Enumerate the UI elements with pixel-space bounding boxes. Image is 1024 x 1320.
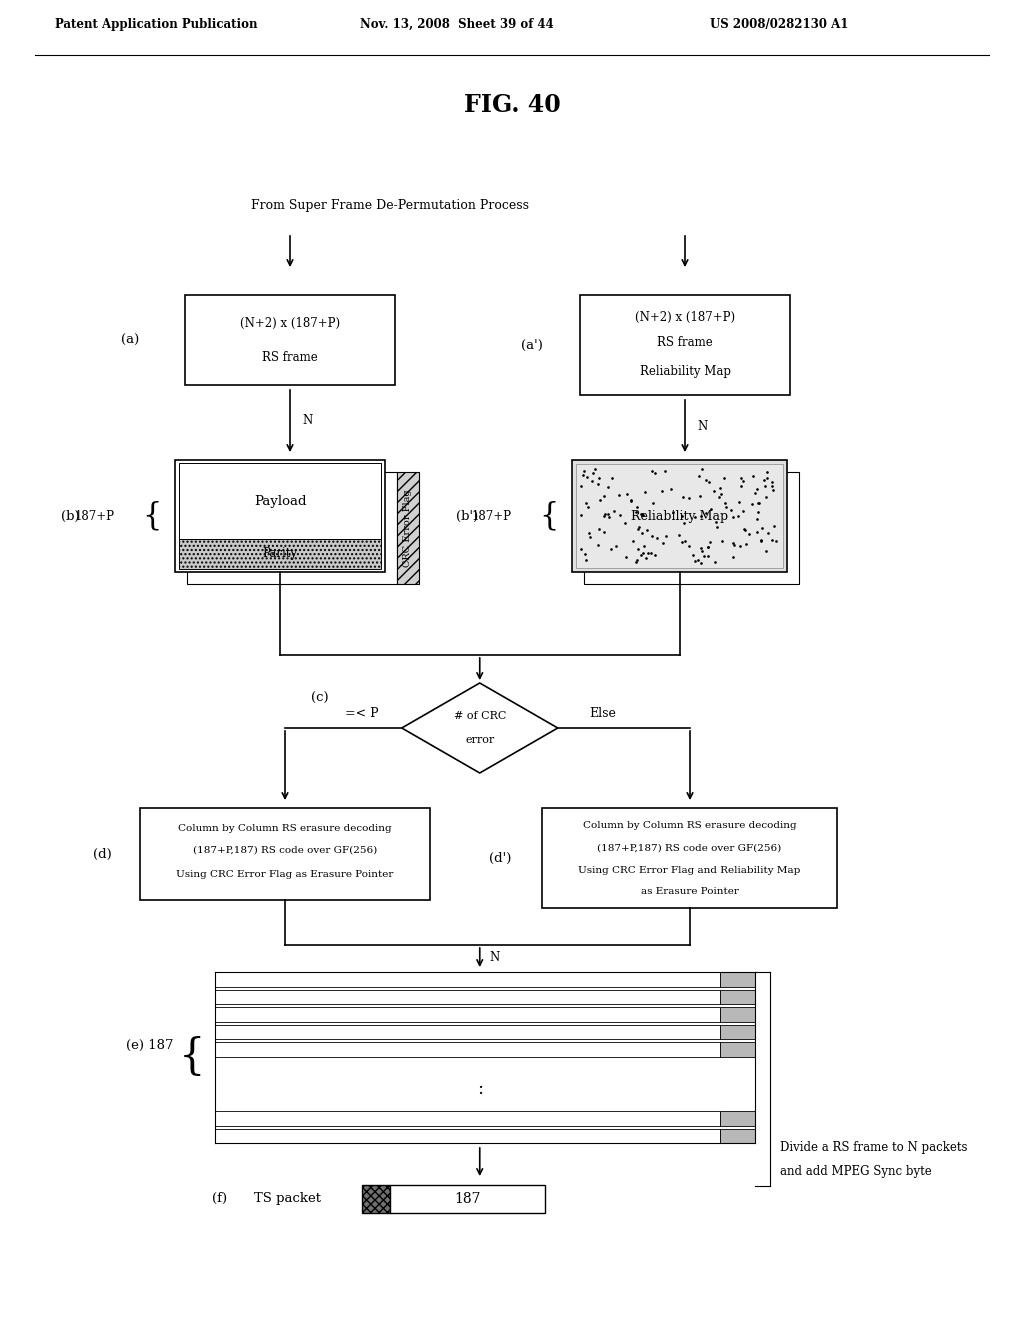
Text: Nov. 13, 2008  Sheet 39 of 44: Nov. 13, 2008 Sheet 39 of 44 — [360, 18, 554, 30]
Text: 187+P: 187+P — [472, 510, 512, 523]
Text: US 2008/0282130 A1: US 2008/0282130 A1 — [710, 18, 848, 30]
Text: Else: Else — [590, 706, 616, 719]
FancyBboxPatch shape — [215, 972, 720, 986]
FancyBboxPatch shape — [720, 990, 755, 1005]
Text: Parity: Parity — [262, 548, 298, 561]
Text: From Super Frame De-Permutation Process: From Super Frame De-Permutation Process — [251, 198, 529, 211]
FancyBboxPatch shape — [215, 1024, 720, 1039]
Text: {: { — [540, 500, 559, 532]
FancyBboxPatch shape — [720, 1007, 755, 1022]
Text: RS frame: RS frame — [262, 351, 317, 363]
Text: 187+P: 187+P — [75, 510, 115, 523]
Text: and add MPEG Sync byte: and add MPEG Sync byte — [780, 1164, 932, 1177]
Text: :: : — [477, 1080, 482, 1098]
Text: TS packet: TS packet — [255, 1192, 322, 1205]
Text: (d'): (d') — [488, 851, 511, 865]
Text: Divide a RS frame to N packets: Divide a RS frame to N packets — [780, 1140, 968, 1154]
Text: (N+2) x (187+P): (N+2) x (187+P) — [635, 310, 735, 323]
Text: Using CRC Error Flag and Reliability Map: Using CRC Error Flag and Reliability Map — [579, 866, 801, 875]
Text: Column by Column RS erasure decoding: Column by Column RS erasure decoding — [178, 824, 392, 833]
FancyBboxPatch shape — [720, 1111, 755, 1126]
Text: (a'): (a') — [521, 338, 543, 351]
Text: (b'): (b') — [456, 510, 478, 523]
Text: (e) 187: (e) 187 — [126, 1039, 174, 1052]
FancyBboxPatch shape — [542, 808, 837, 908]
Text: Reliability Map: Reliability Map — [640, 364, 730, 378]
FancyBboxPatch shape — [720, 972, 755, 986]
Text: (d): (d) — [92, 847, 112, 861]
Text: (187+P,187) RS code over GF(256): (187+P,187) RS code over GF(256) — [193, 846, 377, 854]
Text: {: { — [178, 1036, 205, 1078]
Text: # of CRC: # of CRC — [454, 711, 506, 721]
Text: {: { — [142, 500, 162, 532]
FancyBboxPatch shape — [175, 459, 385, 572]
Text: 187: 187 — [455, 1192, 480, 1206]
Text: N: N — [489, 950, 500, 964]
Text: Using CRC Error Flag as Erasure Pointer: Using CRC Error Flag as Erasure Pointer — [176, 870, 393, 879]
FancyBboxPatch shape — [572, 459, 787, 572]
FancyBboxPatch shape — [584, 473, 799, 583]
FancyBboxPatch shape — [215, 990, 720, 1005]
Text: =< P: =< P — [345, 706, 379, 719]
Text: Column by Column RS erasure decoding: Column by Column RS erasure decoding — [583, 821, 797, 830]
Text: (a): (a) — [121, 334, 139, 347]
Text: N: N — [697, 420, 708, 433]
Text: CRC Error Flag: CRC Error Flag — [403, 490, 413, 566]
FancyBboxPatch shape — [215, 1041, 720, 1056]
FancyBboxPatch shape — [215, 1007, 720, 1022]
FancyBboxPatch shape — [720, 1024, 755, 1039]
Text: (187+P,187) RS code over GF(256): (187+P,187) RS code over GF(256) — [597, 843, 781, 853]
Polygon shape — [401, 682, 558, 774]
FancyBboxPatch shape — [215, 1129, 720, 1143]
Text: (b): (b) — [60, 510, 79, 523]
Text: Reliability Map: Reliability Map — [631, 510, 728, 523]
FancyBboxPatch shape — [720, 1041, 755, 1056]
FancyBboxPatch shape — [215, 1111, 720, 1126]
FancyBboxPatch shape — [140, 808, 430, 900]
FancyBboxPatch shape — [575, 465, 783, 568]
Text: N: N — [302, 414, 312, 428]
Text: Payload: Payload — [254, 495, 306, 508]
FancyBboxPatch shape — [397, 473, 419, 583]
Text: (c): (c) — [311, 692, 329, 705]
FancyBboxPatch shape — [580, 294, 790, 395]
Text: RS frame: RS frame — [657, 337, 713, 350]
FancyBboxPatch shape — [185, 294, 395, 385]
Text: as Erasure Pointer: as Erasure Pointer — [641, 887, 738, 896]
Text: error: error — [465, 735, 495, 744]
FancyBboxPatch shape — [362, 1185, 390, 1213]
Text: (N+2) x (187+P): (N+2) x (187+P) — [240, 317, 340, 330]
FancyBboxPatch shape — [390, 1185, 545, 1213]
FancyBboxPatch shape — [179, 539, 381, 569]
Text: (f): (f) — [212, 1192, 227, 1205]
Text: Patent Application Publication: Patent Application Publication — [55, 18, 257, 30]
FancyBboxPatch shape — [187, 473, 397, 583]
Text: FIG. 40: FIG. 40 — [464, 92, 560, 117]
FancyBboxPatch shape — [179, 463, 381, 539]
FancyBboxPatch shape — [720, 1129, 755, 1143]
